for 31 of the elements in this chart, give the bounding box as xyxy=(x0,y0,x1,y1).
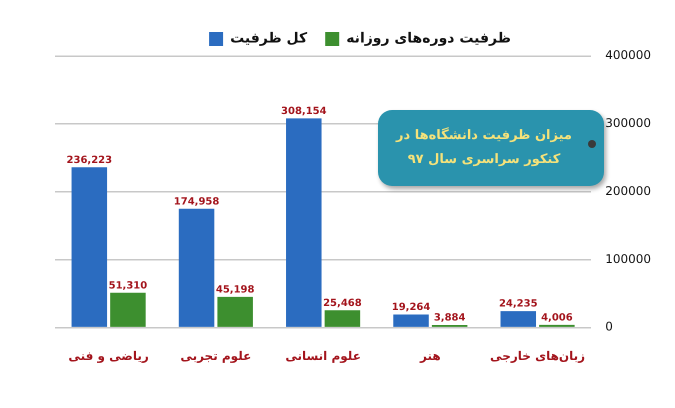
bar xyxy=(72,167,108,327)
data-label: 3,884 xyxy=(434,312,466,324)
x-tick-label: علوم تجربی xyxy=(180,348,252,363)
x-tick-label: زبان‌های خارجی xyxy=(490,348,586,363)
y-tick-label: 400000 xyxy=(605,48,652,62)
data-label: 236,223 xyxy=(66,154,112,166)
data-label: 45,198 xyxy=(216,284,254,296)
x-tick-label: علوم انسانی xyxy=(285,348,361,363)
x-tick-label: هنر xyxy=(418,348,441,363)
bar xyxy=(217,296,253,327)
y-tick-label: 0 xyxy=(605,320,613,334)
y-tick-label: 100000 xyxy=(605,252,652,266)
data-label: 25,468 xyxy=(323,298,362,309)
data-label: 174,958 xyxy=(174,196,220,208)
y-tick-label: 200000 xyxy=(605,184,652,198)
text: میزان ظرفیت دانشگاه‌ها در کنکور سراسری سال ۹۷ xyxy=(394,126,573,169)
legend-label: کل ظرفیت xyxy=(230,30,308,47)
data-label: 51,310 xyxy=(108,280,148,292)
bar xyxy=(286,118,322,327)
data-label: 24,235 xyxy=(498,298,538,310)
bar xyxy=(178,208,214,327)
y-tick-label: 300000 xyxy=(605,116,652,130)
legend-label: ظرفیت دوره‌های روزانه xyxy=(346,30,511,47)
data-label: 4,006 xyxy=(541,312,573,324)
x-tick-label: ریاضی و فنی xyxy=(68,348,149,363)
data-label: 308,154 xyxy=(281,106,327,117)
bar xyxy=(500,311,536,327)
bar xyxy=(324,310,360,327)
bar xyxy=(393,314,429,327)
data-label: 19,264 xyxy=(392,302,430,314)
bar xyxy=(110,292,146,327)
